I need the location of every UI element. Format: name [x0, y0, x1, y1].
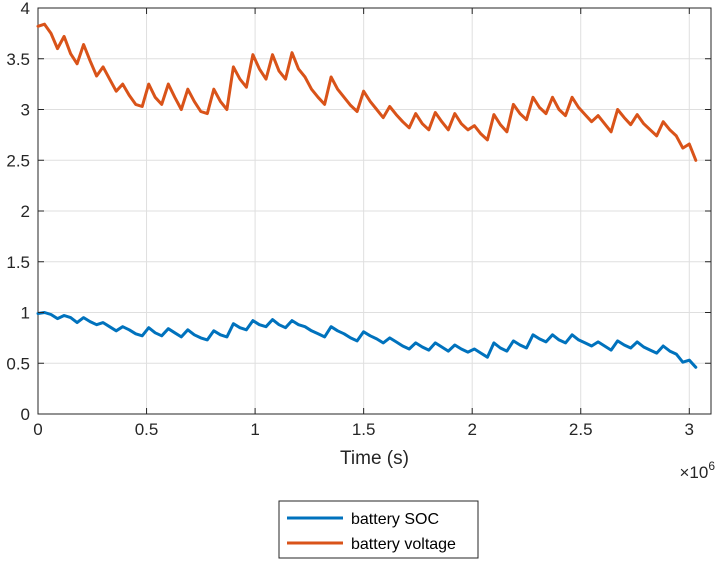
y-tick-label: 1.5 — [6, 253, 30, 272]
legend-label: battery voltage — [351, 536, 456, 553]
x-axis-ticks: 0 0.5 1 1.5 2 2.5 3 — [33, 8, 694, 439]
x-tick-label: 3 — [685, 420, 694, 439]
x-tick-label: 1.5 — [352, 420, 376, 439]
x-tick-label: 0 — [33, 420, 42, 439]
x-tick-label: 2.5 — [569, 420, 593, 439]
y-tick-label: 3.5 — [6, 50, 30, 69]
x-axis-exponent-power: 6 — [708, 459, 715, 473]
legend-box — [278, 500, 479, 559]
y-tick-label: 2.5 — [6, 151, 30, 170]
series-layer — [36, 22, 698, 369]
x-tick-label: 0.5 — [135, 420, 159, 439]
y-axis-ticks: 0 0.5 1 1.5 2 2.5 3 3.5 4 — [6, 0, 711, 424]
grid — [38, 8, 711, 414]
y-tick-label: 2 — [21, 202, 30, 221]
y-tick-label: 0 — [21, 405, 30, 424]
y-tick-label: 3 — [21, 101, 30, 120]
y-tick-label: 1 — [21, 304, 30, 323]
x-axis-label: Time (s) — [340, 448, 409, 469]
x-axis-exponent: ×106 — [679, 459, 715, 482]
series-line-battery-soc — [36, 311, 698, 369]
y-tick-label: 4 — [21, 0, 30, 18]
x-tick-label: 1 — [250, 420, 259, 439]
legend: battery SOC battery voltage — [278, 500, 479, 559]
y-tick-label: 0.5 — [6, 354, 30, 373]
x-axis-exponent-base: ×10 — [679, 463, 708, 482]
series-line-battery-voltage — [36, 22, 698, 162]
x-tick-label: 2 — [467, 420, 476, 439]
legend-label: battery SOC — [351, 511, 439, 528]
